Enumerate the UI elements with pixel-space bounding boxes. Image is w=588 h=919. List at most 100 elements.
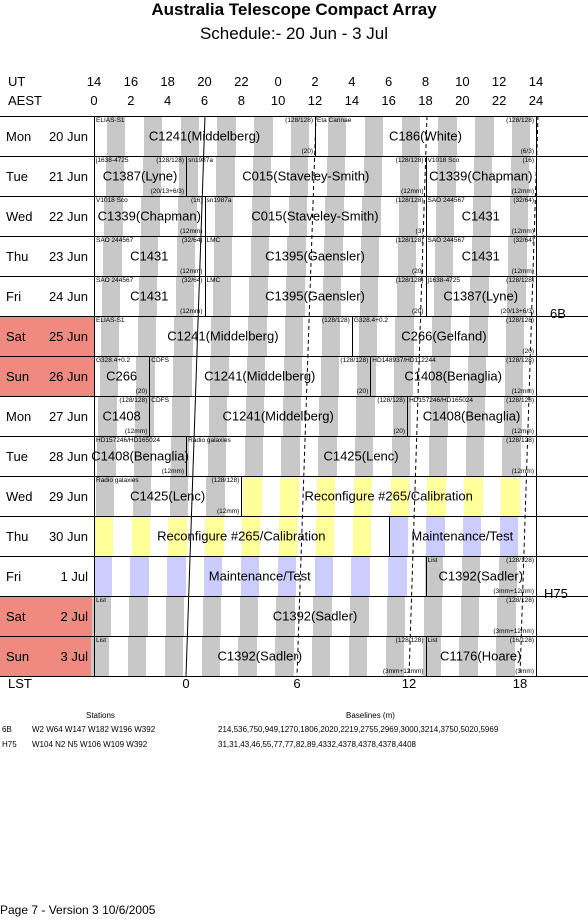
day-name: Sat xyxy=(6,328,26,344)
day-name: Thu xyxy=(6,528,29,544)
block-source: SAO 244567 xyxy=(96,277,134,284)
day-label: Fri 1 Jul xyxy=(0,556,94,596)
block-channels: (128/128) xyxy=(211,477,240,484)
block-channels: (128/128) xyxy=(395,197,424,204)
block-band: (12mm) xyxy=(124,428,148,435)
block-band: (20) xyxy=(411,308,424,315)
block-project: C1395(Gaensler) xyxy=(265,248,365,264)
night-band xyxy=(248,316,267,356)
night-band xyxy=(319,396,338,436)
block-source: j1638-4725 xyxy=(96,157,129,164)
night-band xyxy=(97,436,116,476)
night-band xyxy=(291,116,310,156)
block-project: C266(Gelfand) xyxy=(401,328,487,344)
block-divider xyxy=(186,436,188,476)
night-band xyxy=(356,396,375,436)
block-source: SAO 244567 xyxy=(427,237,465,244)
day-label: Thu 30 Jun xyxy=(0,516,94,556)
night-band xyxy=(432,316,451,356)
day-date: 28 Jun xyxy=(48,448,88,464)
night-band xyxy=(100,316,120,356)
night-band xyxy=(138,276,158,316)
schedule-block: ELIAS-S1 (128/128) C1241(Middelberg) xyxy=(94,316,352,356)
aest-tick: 14 xyxy=(344,93,360,108)
block-source: Eta Carinae xyxy=(317,117,352,124)
block-band: (12mm) xyxy=(180,308,203,315)
block-band: (20/13+6/3) xyxy=(500,308,534,315)
block-project: C1431 xyxy=(130,248,169,264)
night-band xyxy=(280,476,299,516)
block-project: C1425(Lenc) xyxy=(323,448,399,464)
ut-tick: 10 xyxy=(455,74,470,89)
day-date: 21 Jun xyxy=(48,168,88,184)
day-date: 27 Jun xyxy=(48,408,88,424)
night-band xyxy=(318,436,337,476)
block-divider xyxy=(425,156,427,196)
night-band xyxy=(400,156,419,196)
night-band xyxy=(105,156,125,196)
night-band xyxy=(395,316,414,356)
night-band xyxy=(238,636,257,676)
block-channels: (128/128) xyxy=(506,357,534,364)
block-source: List xyxy=(427,557,438,564)
block-source: HD157246/HD165024 xyxy=(96,437,160,444)
night-band xyxy=(99,356,118,396)
day-name: Tue xyxy=(6,448,28,464)
night-band xyxy=(179,156,198,196)
ut-tick: 16 xyxy=(123,74,139,89)
block-channels: (128/128) xyxy=(156,157,185,164)
schedule-block: HD157246/HD165024 (128/128) (12mm) C1408(Be… xyxy=(407,396,536,436)
night-band xyxy=(95,476,115,516)
block-channels: (16/128) xyxy=(509,637,534,644)
block-source: List xyxy=(96,597,107,604)
night-band xyxy=(216,156,235,196)
config-separator xyxy=(536,516,588,517)
night-band xyxy=(288,196,308,236)
night-band xyxy=(277,556,297,596)
day-label: Mon 20 Jun xyxy=(0,116,94,156)
night-band xyxy=(92,596,111,636)
block-project: C1392(Sadler) xyxy=(217,648,303,664)
row-border xyxy=(0,116,588,117)
page-footer: Page 7 - Version 3 10/6/2005 xyxy=(0,903,156,917)
block-project: C1408 xyxy=(102,408,141,424)
day-name: Fri xyxy=(6,568,22,584)
night-band xyxy=(364,116,384,156)
day-date: 2 Jul xyxy=(60,608,88,624)
night-band xyxy=(502,436,521,476)
block-channels: (128/128) xyxy=(506,317,534,324)
night-band xyxy=(361,236,380,276)
night-band xyxy=(102,276,121,316)
night-band xyxy=(206,476,225,516)
day-date: 23 Jun xyxy=(48,248,88,264)
stations-header: Stations xyxy=(86,711,115,720)
block-band: (3) xyxy=(415,228,424,235)
block-channels: (128/128) xyxy=(119,397,148,404)
night-band xyxy=(211,316,230,356)
night-band xyxy=(505,316,525,356)
night-band xyxy=(391,436,411,476)
night-band xyxy=(426,516,445,556)
night-band xyxy=(131,516,150,556)
block-channels: (128/128) xyxy=(506,557,534,564)
night-band xyxy=(394,356,413,396)
day-date: 26 Jun xyxy=(48,368,88,384)
block-divider xyxy=(388,516,390,556)
schedule-block: Radio galaxies (128/128) (12mm) C1425(Lenc) xyxy=(94,476,241,516)
schedule-block: sn1987a (128/128) (3) C015(Staveley-Smith) xyxy=(205,196,426,236)
night-band xyxy=(352,516,371,556)
schedule-block: sn1987a (128/128) (12mm) C015(Staveley-Smit… xyxy=(186,156,425,196)
night-band xyxy=(207,436,227,476)
block-divider xyxy=(315,116,316,156)
night-band xyxy=(217,116,236,156)
day-label: Sun 26 Jun xyxy=(0,356,94,396)
night-band xyxy=(348,636,368,676)
block-channels: (128/128) xyxy=(285,117,313,124)
night-band xyxy=(428,436,448,476)
night-band xyxy=(129,596,148,636)
block-source: CDFS xyxy=(151,397,169,404)
lst-label: LST xyxy=(8,676,32,691)
ut-tick: 6 xyxy=(385,74,393,89)
night-band xyxy=(474,156,493,196)
ut-tick: 8 xyxy=(421,74,430,89)
